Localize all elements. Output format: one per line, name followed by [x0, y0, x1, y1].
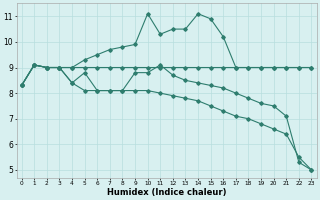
X-axis label: Humidex (Indice chaleur): Humidex (Indice chaleur) — [107, 188, 226, 197]
